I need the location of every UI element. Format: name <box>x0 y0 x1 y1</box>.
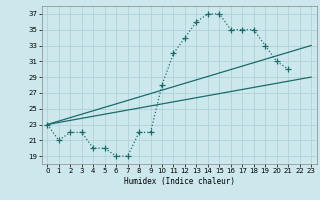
X-axis label: Humidex (Indice chaleur): Humidex (Indice chaleur) <box>124 177 235 186</box>
